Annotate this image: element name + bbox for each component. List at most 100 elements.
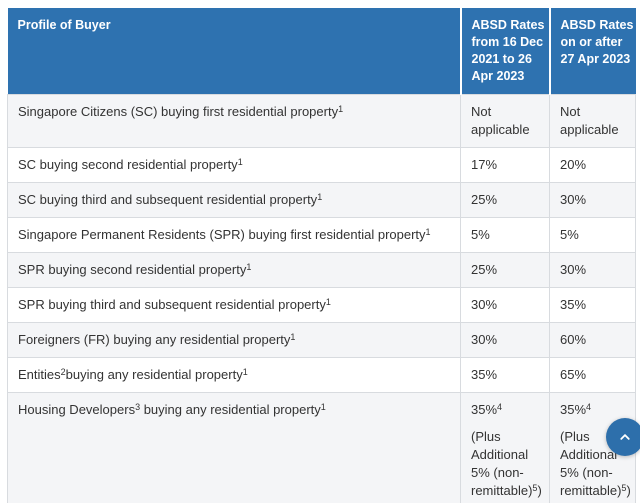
rate-value: 35% bbox=[471, 402, 498, 417]
profile-cell: Housing Developers3 buying any residenti… bbox=[7, 392, 461, 503]
rate-text: 30% bbox=[471, 332, 498, 347]
rate-new-cell: 20% bbox=[549, 147, 636, 183]
profile-text: buying any residential property bbox=[140, 402, 321, 417]
rate-text: 35% bbox=[471, 367, 498, 382]
absd-rates-table: Profile of Buyer ABSD Rates from 16 Dec … bbox=[7, 8, 636, 503]
rate-new-cell: 35% bbox=[549, 287, 636, 323]
footnote-ref: 1 bbox=[338, 103, 344, 114]
col-header-rates-old: ABSD Rates from 16 Dec 2021 to 26 Apr 20… bbox=[459, 8, 550, 95]
rate-old-cell: 35% bbox=[460, 357, 550, 393]
profile-text: Entities bbox=[18, 367, 61, 382]
footnote-ref: 1 bbox=[242, 366, 248, 377]
header-line: on or after bbox=[560, 35, 623, 49]
rate-new-cell: 60% bbox=[549, 322, 636, 358]
header-line: 2021 to 26 bbox=[471, 52, 532, 66]
table-row: Singapore Citizens (SC) buying first res… bbox=[7, 94, 636, 148]
profile-text: Foreigners (FR) buying any residential p… bbox=[18, 332, 291, 347]
rate-old-cell: 25% bbox=[460, 182, 550, 218]
profile-text: SPR buying second residential property bbox=[18, 262, 247, 277]
profile-cell: Entities2buying any residential property… bbox=[7, 357, 461, 393]
profile-text: SPR buying third and subsequent resident… bbox=[18, 297, 326, 312]
rate-text: 35% bbox=[560, 297, 587, 312]
rate-note-text: (Plus Additional 5% (non-remittable) bbox=[560, 429, 622, 498]
profile-cell: Singapore Permanent Residents (SPR) buyi… bbox=[7, 217, 461, 253]
header-line: ABSD Rates bbox=[471, 18, 545, 32]
col-header-profile: Profile of Buyer bbox=[7, 8, 461, 95]
rate-text: Not applicable bbox=[471, 104, 530, 137]
rate-old-cell: 30% bbox=[460, 322, 550, 358]
header-line: Apr 2023 bbox=[471, 69, 525, 83]
rate-old-cell: 5% bbox=[460, 217, 550, 253]
rate-old-cell: 25% bbox=[460, 252, 550, 288]
table-row: SPR buying third and subsequent resident… bbox=[7, 287, 636, 323]
footnote-ref: 5 bbox=[532, 482, 538, 493]
footnote-ref: 1 bbox=[317, 191, 323, 202]
footnote-ref: 1 bbox=[237, 156, 243, 167]
profile-text: buying any residential property bbox=[65, 367, 243, 382]
rate-old-cell: 17% bbox=[460, 147, 550, 183]
profile-cell: Singapore Citizens (SC) buying first res… bbox=[7, 94, 461, 148]
footnote-ref: 2 bbox=[60, 366, 66, 377]
rate-new-cell: 30% bbox=[549, 252, 636, 288]
profile-text: Singapore Permanent Residents (SPR) buyi… bbox=[18, 227, 426, 242]
rate-new-cell: 5% bbox=[549, 217, 636, 253]
rate-old-cell: 30% bbox=[460, 287, 550, 323]
table-row: SC buying second residential property1 1… bbox=[7, 147, 636, 183]
back-to-top-button[interactable] bbox=[606, 418, 640, 456]
table-row: Entities2buying any residential property… bbox=[7, 357, 636, 393]
profile-cell: SPR buying second residential property1 bbox=[7, 252, 461, 288]
header-line: 27 Apr 2023 bbox=[560, 52, 631, 66]
rate-note: (Plus Additional 5% (non-remittable)5) bbox=[560, 428, 631, 500]
profile-text: Singapore Citizens (SC) buying first res… bbox=[18, 104, 339, 119]
rate-old-cell: 35%4 (Plus Additional 5% (non-remittable… bbox=[460, 392, 550, 503]
footnote-ref: 1 bbox=[320, 401, 326, 412]
rate-old-cell: Not applicable bbox=[460, 94, 550, 148]
rate-text: 5% bbox=[471, 227, 490, 242]
rate-text: 35%4 bbox=[471, 401, 539, 419]
table-row: SPR buying second residential property1 … bbox=[7, 252, 636, 288]
profile-cell: SC buying third and subsequent residenti… bbox=[7, 182, 461, 218]
table-row: Housing Developers3 buying any residenti… bbox=[7, 392, 636, 503]
rate-text: 20% bbox=[560, 157, 587, 172]
table-head: Profile of Buyer ABSD Rates from 16 Dec … bbox=[7, 8, 636, 95]
chevron-up-icon bbox=[620, 434, 630, 440]
footnote-ref: 1 bbox=[290, 331, 296, 342]
footnote-ref: 4 bbox=[497, 401, 503, 412]
rate-text: 25% bbox=[471, 192, 498, 207]
table-row: Foreigners (FR) buying any residential p… bbox=[7, 322, 636, 358]
rate-new-cell: 30% bbox=[549, 182, 636, 218]
profile-cell: Foreigners (FR) buying any residential p… bbox=[7, 322, 461, 358]
header-line: from 16 Dec bbox=[471, 35, 544, 49]
rate-text: 30% bbox=[560, 192, 587, 207]
rate-new-cell: 65% bbox=[549, 357, 636, 393]
rate-value: 35% bbox=[560, 402, 587, 417]
header-line: ABSD Rates bbox=[560, 18, 634, 32]
rate-text: 30% bbox=[560, 262, 587, 277]
rate-text: 35%4 bbox=[560, 401, 625, 419]
profile-cell: SPR buying third and subsequent resident… bbox=[7, 287, 461, 323]
rate-note: (Plus Additional 5% (non-remittable)5) bbox=[471, 428, 542, 500]
rate-note-text: (Plus Additional 5% (non-remittable) bbox=[471, 429, 533, 498]
rate-text: 60% bbox=[560, 332, 587, 347]
table-row: SC buying third and subsequent residenti… bbox=[7, 182, 636, 218]
rate-note-text: ) bbox=[537, 483, 542, 498]
profile-text: SC buying second residential property bbox=[18, 157, 238, 172]
profile-text: Housing Developers bbox=[18, 402, 136, 417]
footnote-ref: 3 bbox=[135, 401, 141, 412]
rate-new-cell: Not applicable bbox=[549, 94, 636, 148]
table-row: Singapore Permanent Residents (SPR) buyi… bbox=[7, 217, 636, 253]
rate-new-cell: 35%4 (Plus Additional 5% (non-remittable… bbox=[549, 392, 636, 503]
footnote-ref: 1 bbox=[325, 296, 331, 307]
rate-note-text: ) bbox=[626, 483, 631, 498]
profile-cell: SC buying second residential property1 bbox=[7, 147, 461, 183]
footnote-ref: 1 bbox=[425, 226, 431, 237]
profile-text: SC buying third and subsequent residenti… bbox=[18, 192, 318, 207]
rate-text: 30% bbox=[471, 297, 498, 312]
rate-text: Not applicable bbox=[560, 104, 619, 137]
rate-text: 65% bbox=[560, 367, 587, 382]
rate-text: 5% bbox=[560, 227, 579, 242]
footnote-ref: 1 bbox=[246, 261, 252, 272]
rate-text: 17% bbox=[471, 157, 498, 172]
table-body: Singapore Citizens (SC) buying first res… bbox=[7, 94, 636, 503]
